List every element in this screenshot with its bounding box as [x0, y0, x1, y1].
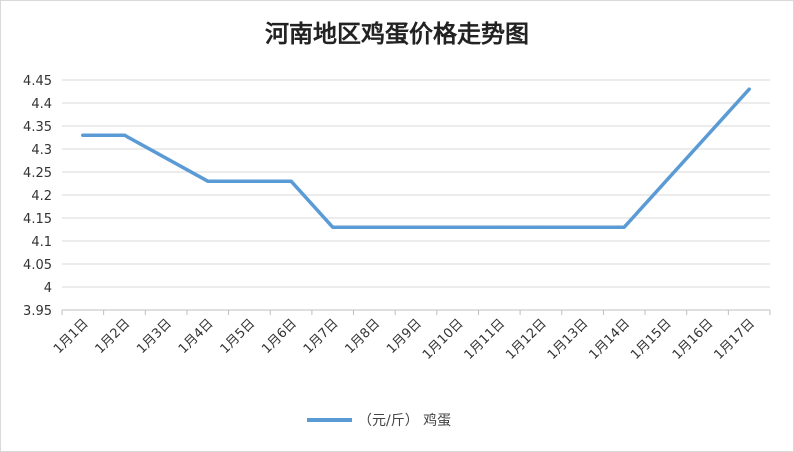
data-point — [414, 225, 418, 229]
data-point — [331, 225, 335, 229]
data-point — [372, 225, 376, 229]
x-tick-label: 1月17日 — [711, 316, 758, 363]
x-tick-label: 1月1日 — [51, 316, 92, 357]
x-tick-label: 1月10日 — [420, 316, 467, 363]
data-point — [581, 225, 585, 229]
x-tick-label: 1月15日 — [628, 316, 675, 363]
series-line — [81, 87, 751, 229]
x-tick-label: 1月4日 — [176, 316, 217, 357]
x-tick-label: 1月5日 — [218, 316, 259, 357]
x-tick-label: 1月12日 — [503, 316, 550, 363]
x-tick-label: 1月8日 — [342, 316, 383, 357]
chart-title: 河南地区鸡蛋价格走势图 — [265, 20, 529, 48]
x-axis: 1月1日 1月2日 1月3日 1月4日 1月5日 1月6日 1月7日 1月8日 1月9日1月10… — [51, 310, 771, 363]
x-tick-label: 1月9日 — [384, 316, 425, 357]
series-layer — [81, 87, 751, 229]
data-point — [539, 225, 543, 229]
x-tick-label: 1月11日 — [462, 316, 509, 363]
y-axis: 4.45 4.4 4.35 4.3 4.25 4.2 4.15 4.1 4.05 4 3.95 — [23, 74, 52, 319]
y-tick-label: 4.15 — [23, 212, 52, 227]
legend-label: （元/斤） 鸡蛋 — [358, 412, 451, 429]
y-tick-label: 4.45 — [23, 74, 52, 89]
data-point — [622, 225, 626, 229]
y-tick-label: 4.4 — [31, 97, 52, 112]
data-point — [289, 179, 293, 183]
y-tick-label: 4.35 — [23, 120, 52, 135]
x-tick-label: 1月7日 — [301, 316, 342, 357]
x-tick-label: 1月14日 — [587, 316, 634, 363]
x-tick-label: 1月16日 — [670, 316, 717, 363]
data-point — [456, 225, 460, 229]
data-point — [123, 133, 126, 137]
y-tick-label: 4.2 — [31, 189, 52, 204]
data-point — [747, 87, 751, 91]
data-point — [206, 179, 210, 183]
data-point — [81, 133, 85, 137]
x-tick-label: 1月3日 — [134, 316, 175, 357]
x-tick-label: 1月2日 — [93, 316, 134, 357]
y-tick-label: 4 — [44, 281, 52, 296]
data-point — [497, 225, 501, 229]
y-tick-label: 4.1 — [31, 235, 52, 250]
x-tick-label: 1月13日 — [545, 316, 592, 363]
y-tick-label: 4.25 — [23, 166, 52, 181]
legend: （元/斤） 鸡蛋 — [307, 412, 451, 429]
y-tick-label: 4.3 — [31, 143, 52, 158]
gridlines — [62, 79, 770, 311]
x-tick-label: 1月6日 — [259, 316, 300, 357]
y-tick-label: 4.05 — [23, 258, 52, 273]
y-tick-label: 3.95 — [23, 304, 52, 319]
data-point — [247, 179, 251, 183]
